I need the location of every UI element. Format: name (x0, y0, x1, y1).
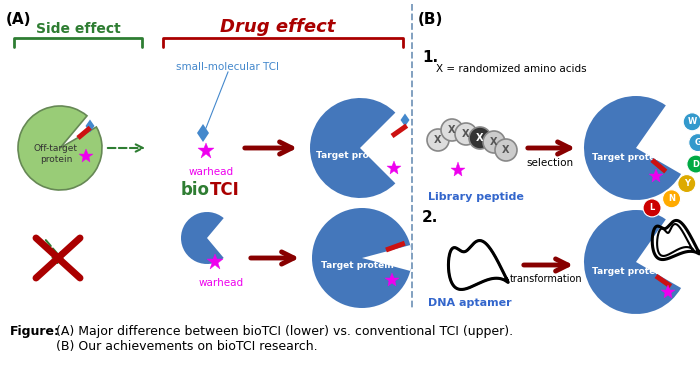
Text: (A) Major difference between bioTCI (lower) vs. conventional TCI (upper).: (A) Major difference between bioTCI (low… (56, 325, 513, 338)
Text: X: X (476, 133, 484, 143)
Text: N: N (668, 194, 675, 203)
Circle shape (687, 155, 700, 173)
Text: small-molecular TCI: small-molecular TCI (176, 62, 279, 72)
Text: Target protein: Target protein (321, 262, 393, 270)
Text: Target protein: Target protein (592, 154, 664, 163)
Text: Figure:: Figure: (10, 325, 60, 338)
Text: (A): (A) (6, 12, 32, 27)
Text: Drug effect: Drug effect (220, 18, 336, 36)
Text: 1.: 1. (422, 50, 438, 65)
Wedge shape (584, 210, 681, 314)
Wedge shape (362, 245, 412, 271)
Text: selection: selection (526, 158, 573, 168)
Text: Y: Y (684, 179, 690, 188)
Circle shape (455, 123, 477, 145)
Text: X = randomized amino acids: X = randomized amino acids (436, 64, 587, 74)
Text: (B) Our achievements on bioTCI research.: (B) Our achievements on bioTCI research. (56, 340, 318, 353)
Text: bio: bio (181, 181, 210, 199)
Text: transformation: transformation (510, 274, 582, 284)
Text: D: D (692, 160, 699, 169)
Text: Off-target
protein: Off-target protein (34, 144, 78, 164)
Text: W: W (687, 117, 696, 126)
Text: X: X (434, 135, 442, 145)
Polygon shape (197, 124, 209, 142)
Wedge shape (584, 96, 681, 200)
Circle shape (469, 127, 491, 149)
Polygon shape (76, 126, 92, 140)
Text: Side effect: Side effect (36, 22, 120, 36)
Circle shape (663, 190, 680, 208)
Circle shape (495, 139, 517, 161)
Circle shape (427, 129, 449, 151)
Text: X: X (448, 125, 456, 135)
Text: 2.: 2. (422, 210, 438, 225)
Text: X: X (503, 145, 510, 155)
Wedge shape (18, 106, 102, 190)
Wedge shape (636, 105, 688, 174)
Polygon shape (650, 158, 667, 173)
Text: X: X (462, 129, 470, 139)
Polygon shape (654, 274, 672, 288)
Text: L: L (650, 203, 654, 212)
Text: Library peptide: Library peptide (428, 192, 524, 202)
Text: TCI: TCI (210, 181, 239, 199)
Polygon shape (385, 241, 405, 252)
Circle shape (689, 134, 700, 152)
Circle shape (678, 174, 696, 193)
Polygon shape (391, 124, 408, 138)
Wedge shape (181, 212, 224, 264)
Wedge shape (312, 208, 412, 308)
Polygon shape (400, 113, 410, 126)
Text: Target protein: Target protein (592, 267, 664, 276)
Circle shape (483, 131, 505, 153)
Text: Target protein: Target protein (316, 151, 388, 160)
Wedge shape (636, 219, 688, 288)
Text: X: X (490, 137, 498, 147)
Circle shape (643, 199, 661, 217)
Circle shape (683, 113, 700, 131)
Text: (B): (B) (418, 12, 443, 27)
Text: warhead: warhead (198, 278, 244, 288)
Wedge shape (310, 98, 396, 198)
Text: G: G (694, 138, 700, 147)
Text: warhead: warhead (188, 167, 234, 177)
Text: DNA aptamer: DNA aptamer (428, 298, 512, 308)
Circle shape (441, 119, 463, 141)
Polygon shape (85, 119, 94, 132)
